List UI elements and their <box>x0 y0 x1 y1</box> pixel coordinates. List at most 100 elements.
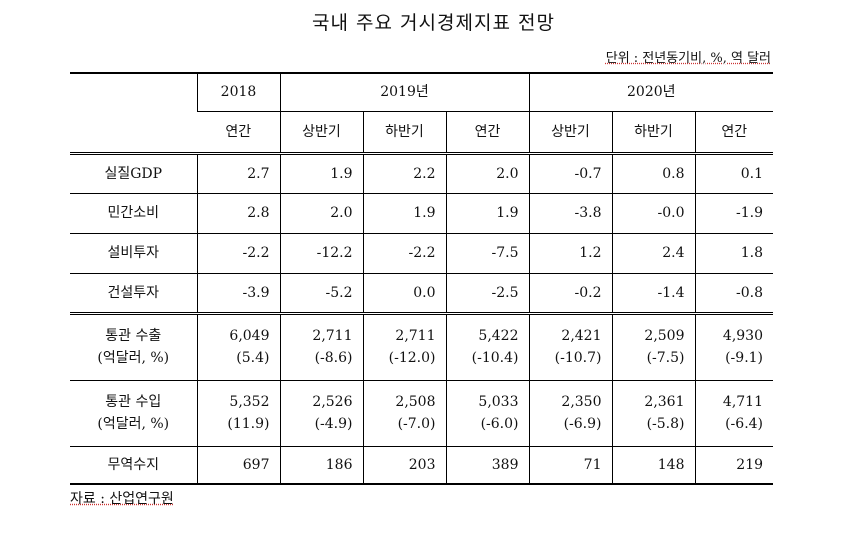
row-label-line: 설비투자 <box>107 245 160 261</box>
cell-text: 2.2 <box>413 165 436 182</box>
period-header: 하반기 <box>611 111 695 155</box>
cell-text: (-9.1) <box>725 350 764 366</box>
period-header: 상반기 <box>279 111 363 155</box>
data-cell: -0.7 <box>528 153 612 194</box>
cell-text: -3.8 <box>574 205 602 221</box>
data-cell: 148 <box>611 446 695 485</box>
data-cell: -2.5 <box>445 273 529 315</box>
data-cell: 186 <box>279 446 363 485</box>
period-header: 연간 <box>694 111 774 155</box>
cell-text: 4,930 <box>722 328 764 344</box>
cell-text: (-4.9) <box>314 416 353 432</box>
data-cell: -3.8 <box>528 193 612 234</box>
corner-cell <box>70 73 197 155</box>
title: 국내 주요 거시경제지표 전망 <box>312 12 555 34</box>
period-header: 연간 <box>445 111 529 155</box>
cell-text: 1.8 <box>740 245 764 261</box>
data-cell: -3.9 <box>196 273 280 315</box>
cell-text: 1.9 <box>330 165 353 182</box>
row-label-line: 무역수지 <box>107 456 160 473</box>
row-label-line: (억달러, %) <box>97 350 170 366</box>
cell-text: (-6.9) <box>563 416 602 432</box>
cell-text: (5.4) <box>236 350 270 366</box>
data-cell: 2,526 (-4.9) <box>279 380 363 447</box>
unit-note: 단위 : 전년동기비, %, 역 달러 <box>605 51 771 66</box>
header-row: 2018 2019년 2020년 <box>70 73 774 155</box>
data-cell: 2.7 <box>196 153 280 194</box>
row-label-line: 민간소비 <box>107 205 160 221</box>
cell-text: 148 <box>657 456 685 473</box>
year-header: 2019년 <box>279 73 529 112</box>
cell-text: -12.2 <box>316 245 353 261</box>
cell-text: (-5.8) <box>646 416 685 432</box>
period-header: 상반기 <box>528 111 612 155</box>
cell-text: -3.9 <box>242 284 270 301</box>
data-cell: 697 <box>196 446 280 485</box>
data-cell: -2.2 <box>362 233 446 274</box>
cell-text: 6,049 <box>229 328 270 344</box>
cell-text: 2,508 <box>395 394 436 410</box>
data-cell: -5.2 <box>279 273 363 315</box>
cell-text: (-12.0) <box>388 350 436 366</box>
data-cell: 0.1 <box>694 153 774 194</box>
cell-text: -1.4 <box>657 284 685 301</box>
data-cell: 2.8 <box>196 193 280 234</box>
cell-text: 5,352 <box>229 394 270 410</box>
data-cell: 219 <box>694 446 774 485</box>
cell-text: 2,711 <box>312 328 353 344</box>
data-cell: -0.8 <box>694 273 774 315</box>
cell-text: 2,711 <box>395 328 436 344</box>
data-cell: 1.9 <box>279 153 363 194</box>
cell-text: -0.8 <box>736 284 764 301</box>
cell-text: 71 <box>583 456 602 473</box>
cell-text: 4,711 <box>722 394 764 410</box>
row-label: 설비투자 <box>70 233 197 274</box>
data-cell: 2.2 <box>362 153 446 194</box>
data-cell: 1.9 <box>445 193 529 234</box>
header-row: 연간 상반기 하반기 연간 상반기 하반기 연간 <box>70 111 774 155</box>
data-cell: 2,711 (-12.0) <box>362 313 446 381</box>
data-cell: 2.0 <box>279 193 363 234</box>
data-cell: 203 <box>362 446 446 485</box>
cell-text: 203 <box>408 456 436 473</box>
data-cell: 2,509 (-7.5) <box>611 313 695 381</box>
cell-text: (-10.7) <box>554 350 602 366</box>
row-label-line: (억달러, %) <box>97 416 170 432</box>
data-cell: 2,508 (-7.0) <box>362 380 446 447</box>
cell-text: 2,526 <box>312 394 353 410</box>
cell-text: 2.7 <box>247 165 270 182</box>
cell-text: -0.7 <box>574 165 602 182</box>
data-row: 무역수지 697 186 203 389 71 148 219 <box>70 446 774 485</box>
period-header: 연간 <box>197 111 280 155</box>
data-cell: -0.2 <box>528 273 612 315</box>
data-row: 통관 수입 (억달러, %) 5,352 (11.9) 2,526 (-4.9) 2,508… <box>70 380 774 447</box>
data-cell: -1.4 <box>611 273 695 315</box>
row-label-line: 통관 수입 <box>105 394 162 410</box>
cell-text: -2.5 <box>491 284 519 301</box>
period-header: 하반기 <box>362 111 446 155</box>
row-label-line: 실질GDP <box>104 165 163 182</box>
data-cell: -12.2 <box>279 233 363 274</box>
cell-text: 2.0 <box>330 205 353 221</box>
cell-text: 0.8 <box>662 165 685 182</box>
data-cell: 2.0 <box>445 153 529 194</box>
data-row: 건설투자 -3.9 -5.2 0.0 -2.5 -0.2 -1.4 -0.8 <box>70 273 774 315</box>
cell-text: (11.9) <box>227 416 270 432</box>
data-cell: 2,361 (-5.8) <box>611 380 695 447</box>
data-cell: 0.0 <box>362 273 446 315</box>
data-cell: 5,352 (11.9) <box>196 380 280 447</box>
cell-text: (-10.4) <box>471 350 519 366</box>
cell-text: 2,361 <box>644 394 685 410</box>
data-cell: -1.9 <box>694 193 774 234</box>
cell-text: 2.0 <box>496 165 519 182</box>
cell-text: 2,350 <box>561 394 602 410</box>
cell-text: -1.9 <box>736 205 764 221</box>
year-header: 2018 <box>196 73 280 112</box>
cell-text: 5,422 <box>478 328 519 344</box>
cell-text: 1.2 <box>579 245 602 261</box>
data-cell: 2.4 <box>611 233 695 274</box>
data-cell: 4,711 (-6.4) <box>694 380 774 447</box>
data-cell: 2,350 (-6.9) <box>528 380 612 447</box>
cell-text: 0.0 <box>413 284 436 301</box>
data-cell: 1.8 <box>694 233 774 274</box>
